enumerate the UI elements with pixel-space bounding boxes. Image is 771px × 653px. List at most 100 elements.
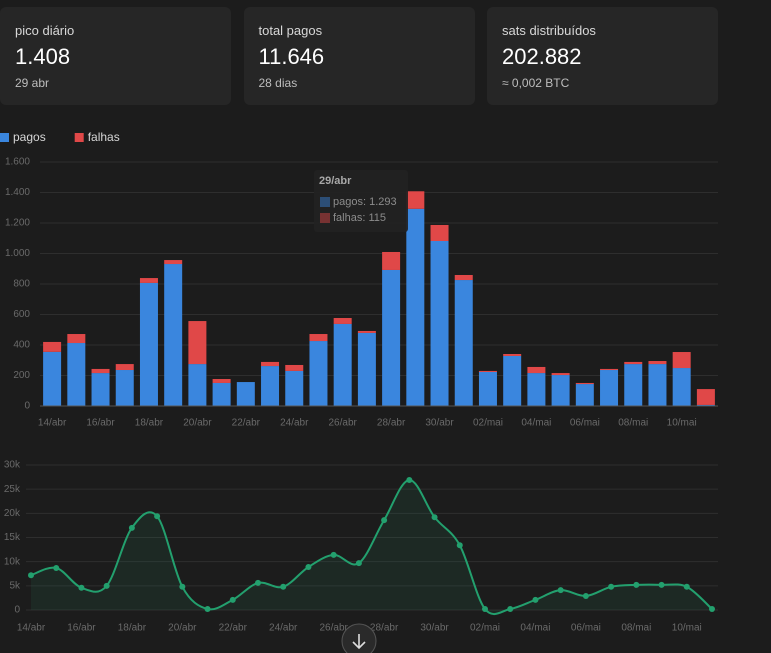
- point: [53, 564, 60, 571]
- y-tick-label: 1.600: [5, 157, 30, 168]
- x-tick-label: 18/abr: [118, 623, 147, 634]
- bar-segment: [454, 280, 473, 406]
- point: [658, 581, 665, 588]
- bar-segment: [406, 208, 425, 406]
- x-tick-label: 18/abr: [135, 418, 164, 429]
- bar-segment: [43, 341, 62, 352]
- tooltip-swatch: [320, 213, 330, 223]
- x-tick-label: 24/abr: [280, 418, 309, 429]
- x-tick-label: 06/mai: [571, 623, 601, 634]
- bar-segment: [43, 351, 62, 406]
- tooltip-item: pagos: 1.293: [333, 196, 397, 208]
- x-tick-label: 22/abr: [232, 418, 261, 429]
- bar-segment: [67, 334, 86, 344]
- stat-sub: ≈ 0,002 BTC: [502, 76, 570, 90]
- stat-card: sats distribuídos 202.882 ≈ 0,002 BTC: [487, 7, 718, 105]
- bar-segment: [430, 224, 449, 241]
- bar-segment: [212, 379, 231, 383]
- point: [28, 572, 34, 579]
- bar-segment: [333, 323, 352, 406]
- stat-label: pico diário: [15, 23, 75, 38]
- point: [532, 596, 539, 603]
- x-tick-label: 06/mai: [570, 418, 600, 429]
- bar-segment: [382, 251, 401, 270]
- point: [582, 592, 589, 599]
- bar-segment: [309, 341, 328, 406]
- bar-segment: [91, 368, 110, 374]
- bar-segment: [551, 375, 570, 406]
- x-tick-label: 30/abr: [420, 623, 449, 634]
- bar-segment: [164, 260, 183, 265]
- y-tick-label: 5k: [9, 580, 21, 591]
- bar-segment: [261, 366, 280, 406]
- y-tick-label: 1.000: [5, 248, 30, 259]
- point: [103, 582, 110, 589]
- bar-segment: [285, 364, 304, 371]
- bar-segment: [188, 364, 207, 406]
- point: [683, 583, 690, 590]
- line: [30, 478, 713, 616]
- bar-segment: [527, 366, 546, 374]
- x-tick-label: 14/abr: [38, 418, 67, 429]
- bar-segment: [672, 368, 691, 406]
- x-tick-label: 10/mai: [667, 418, 697, 429]
- legend-label: falhas: [88, 130, 120, 144]
- point: [608, 583, 615, 590]
- point: [456, 542, 463, 549]
- bar-segment: [382, 269, 401, 406]
- point: [305, 563, 312, 570]
- y-tick-label: 30k: [4, 460, 21, 471]
- point: [431, 514, 438, 521]
- bar-segment: [309, 334, 328, 342]
- point: [709, 606, 715, 613]
- point: [78, 584, 85, 591]
- y-tick-label: 0: [24, 401, 30, 412]
- area: [31, 479, 712, 615]
- point: [507, 606, 514, 613]
- bar-segment: [648, 364, 667, 406]
- stat-sub: 28 dias: [258, 76, 298, 90]
- bar-segment: [696, 389, 715, 405]
- stat-value: 202.882: [502, 44, 582, 69]
- bar-segment: [454, 275, 473, 281]
- legend-label: pagos: [13, 130, 46, 144]
- x-tick-label: 16/abr: [67, 623, 96, 634]
- stat-card: total pagos 11.646 28 dias: [243, 7, 475, 105]
- bar-segment: [575, 384, 594, 406]
- bar-segment: [672, 352, 691, 369]
- x-tick-label: 28/abr: [370, 623, 399, 634]
- stat-label: total pagos: [258, 23, 323, 38]
- y-tick-label: 400: [13, 340, 30, 351]
- x-tick-label: 30/abr: [425, 418, 454, 429]
- y-tick-label: 1.400: [5, 187, 30, 198]
- bar-segment: [67, 343, 86, 406]
- x-tick-label: 08/mai: [621, 623, 651, 634]
- y-tick-label: 200: [13, 370, 30, 381]
- x-tick-label: 28/abr: [377, 418, 406, 429]
- x-tick-label: 24/abr: [269, 623, 298, 634]
- bar-segment: [139, 278, 158, 283]
- x-tick-label: 08/mai: [618, 418, 648, 429]
- bar-segment: [212, 382, 231, 406]
- legend-swatch: [74, 133, 84, 142]
- bar-segment: [648, 361, 667, 365]
- bar-segment: [357, 330, 376, 333]
- point: [482, 606, 488, 613]
- x-tick-label: 20/abr: [168, 623, 197, 634]
- arrow-icon: [352, 634, 366, 650]
- bar-segment: [478, 371, 497, 406]
- bar-segment: [478, 370, 497, 372]
- bar-segment: [115, 364, 134, 371]
- bar-segment: [406, 191, 425, 209]
- bar-segment: [503, 353, 522, 356]
- point: [406, 476, 413, 483]
- x-tick-label: 20/abr: [183, 418, 212, 429]
- point: [633, 581, 640, 588]
- point: [557, 587, 564, 594]
- scroll-down-button[interactable]: [341, 623, 377, 653]
- bar-segment: [91, 373, 110, 406]
- x-tick-label: 02/mai: [470, 623, 500, 634]
- bar-segment: [139, 282, 158, 406]
- y-tick-label: 15k: [4, 532, 21, 543]
